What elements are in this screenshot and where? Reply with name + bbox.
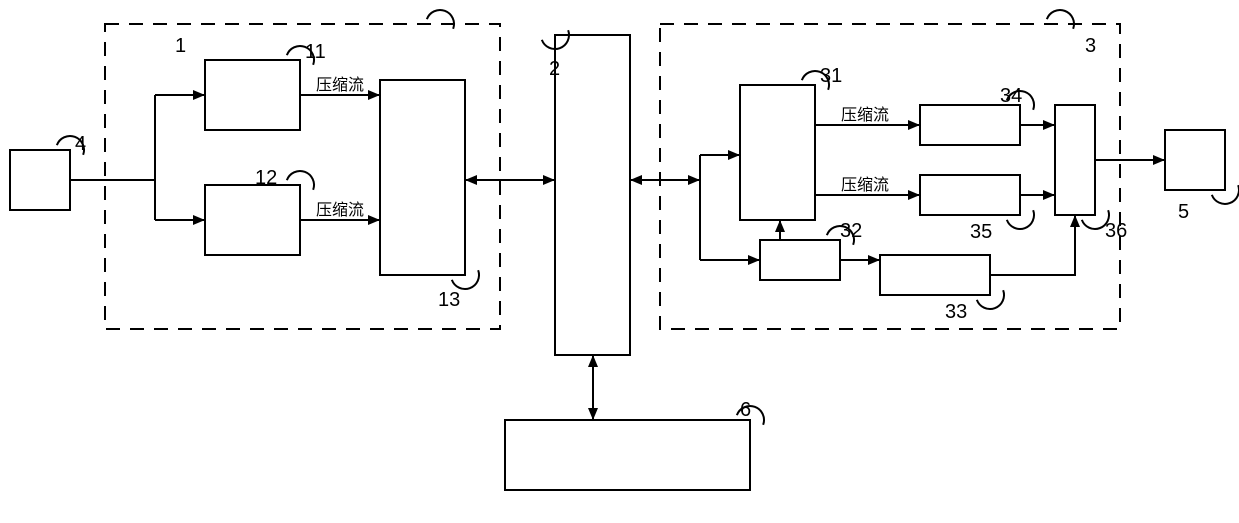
node-b31: [740, 85, 815, 220]
node-g1: [105, 24, 500, 329]
node-b4: [10, 150, 70, 210]
node-label-b31: 31: [820, 65, 842, 87]
node-g3: [660, 24, 1120, 329]
callout-tick: [1047, 10, 1074, 29]
edge-17: [990, 215, 1075, 275]
callout-tick: [427, 10, 454, 29]
node-b12: [205, 185, 300, 255]
edge-label-5: 压缩流: [316, 201, 364, 219]
node-label-b6: 6: [740, 399, 751, 421]
node-b36: [1055, 105, 1095, 215]
node-b35: [920, 175, 1020, 215]
node-label-b2: 2: [549, 58, 560, 80]
node-label-b35: 35: [970, 221, 992, 243]
node-b11: [205, 60, 300, 130]
node-b34: [920, 105, 1020, 145]
node-label-b5: 5: [1178, 201, 1189, 223]
edge-label-14: 压缩流: [841, 176, 889, 194]
node-label-b13: 13: [438, 289, 460, 311]
node-b33: [880, 255, 990, 295]
node-b6: [505, 420, 750, 490]
edge-label-13: 压缩流: [841, 106, 889, 124]
node-label-b12: 12: [255, 167, 277, 189]
node-label-b36: 36: [1105, 220, 1127, 242]
diagram-canvas: 411112132331323334353656压缩流压缩流压缩流压缩流: [0, 0, 1239, 523]
node-b2: [555, 35, 630, 355]
node-label-b33: 33: [945, 301, 967, 323]
node-b13: [380, 80, 465, 275]
node-label-b34: 34: [1000, 85, 1022, 107]
edge-label-4: 压缩流: [316, 76, 364, 94]
node-label-b11: 11: [305, 41, 326, 63]
node-label-g1: 1: [175, 35, 186, 57]
node-label-g3: 3: [1085, 35, 1096, 57]
node-b5: [1165, 130, 1225, 190]
node-label-b4: 4: [75, 133, 86, 155]
node-b32: [760, 240, 840, 280]
node-label-b32: 32: [840, 220, 862, 242]
